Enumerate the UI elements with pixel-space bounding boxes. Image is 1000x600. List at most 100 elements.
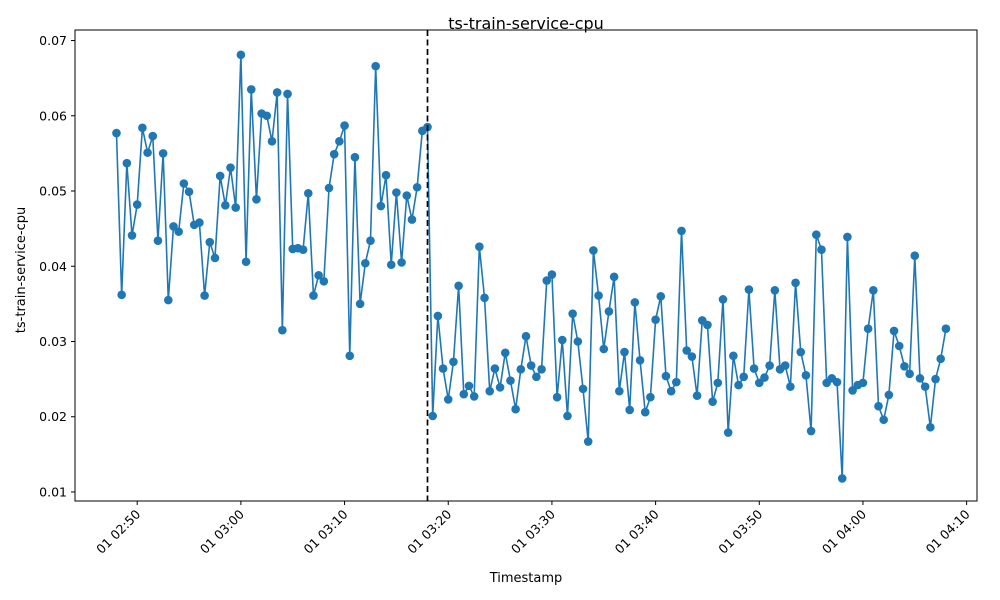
data-point: [128, 231, 137, 240]
data-point: [299, 245, 308, 254]
data-point: [594, 291, 603, 300]
data-point: [631, 298, 640, 307]
data-point: [138, 124, 147, 133]
data-point: [843, 233, 852, 242]
data-point: [532, 373, 541, 382]
data-point: [392, 188, 401, 197]
data-point: [620, 348, 629, 357]
data-point: [402, 191, 411, 200]
data-point: [123, 159, 132, 168]
data-point: [765, 361, 774, 370]
data-point: [283, 90, 292, 99]
x-tick-label: 01 03:00: [197, 506, 247, 556]
data-point: [651, 315, 660, 324]
axes: 0.01 0.02 0.03 0.04 0.05 0.06 0.07 01 02:50 01 0…: [39, 30, 977, 557]
data-point: [802, 371, 811, 380]
data-point: [879, 415, 888, 424]
data-point: [335, 137, 344, 146]
data-point: [610, 272, 619, 281]
data-point: [449, 358, 458, 367]
x-tick-label: 01 03:20: [404, 506, 454, 556]
data-point: [719, 295, 728, 304]
data-point: [916, 374, 925, 383]
data-point: [382, 171, 391, 180]
data-point: [833, 378, 842, 387]
data-point: [786, 382, 795, 391]
data-point: [781, 361, 790, 370]
data-point: [408, 215, 417, 224]
data-point: [656, 292, 665, 301]
data-point: [874, 402, 883, 411]
data-point: [734, 381, 743, 390]
data-point: [226, 163, 235, 172]
data-point: [506, 376, 515, 385]
data-point: [501, 348, 510, 357]
x-tick-label: 01 03:30: [508, 506, 558, 556]
data-point: [646, 393, 655, 402]
data-point: [351, 153, 360, 162]
data-point: [475, 242, 484, 251]
data-point: [470, 392, 479, 401]
y-tick-label: 0.03: [39, 334, 67, 349]
data-point: [931, 375, 940, 384]
data-point: [672, 378, 681, 387]
data-point: [273, 88, 282, 97]
data-point: [216, 172, 225, 181]
data-point: [926, 423, 935, 432]
x-tick-label: 01 03:40: [612, 506, 662, 556]
data-point: [247, 85, 256, 94]
data-point: [491, 364, 500, 373]
data-point: [771, 286, 780, 295]
data-point: [807, 427, 816, 436]
data-point: [579, 385, 588, 394]
data-point: [454, 282, 463, 291]
data-point: [921, 382, 930, 391]
y-axis-label: ts-train-service-cpu: [14, 207, 29, 333]
data-point: [485, 387, 494, 396]
data-point: [174, 227, 183, 236]
y-tick-label: 0.01: [39, 484, 67, 499]
data-point: [537, 365, 546, 374]
data-point: [817, 245, 826, 254]
data-point: [548, 270, 557, 279]
data-point: [599, 345, 608, 354]
y-tick-label: 0.07: [39, 33, 67, 48]
data-point: [791, 279, 800, 288]
data-point: [387, 260, 396, 269]
data-point: [910, 251, 919, 260]
data-point: [159, 149, 168, 158]
data-point: [568, 309, 577, 318]
data-point: [325, 184, 334, 193]
data-point: [371, 62, 380, 71]
data-point: [330, 150, 339, 159]
data-point: [200, 291, 209, 300]
data-point: [195, 218, 204, 227]
data-point: [584, 437, 593, 446]
data-point: [688, 352, 697, 361]
x-tick-label: 01 04:10: [923, 506, 973, 556]
data-point: [636, 356, 645, 365]
data-point: [428, 412, 437, 421]
data-point: [905, 370, 914, 379]
data-point: [185, 187, 194, 196]
data-point: [211, 254, 220, 263]
data-point: [252, 195, 261, 204]
data-point: [677, 227, 686, 236]
data-point: [890, 327, 899, 336]
data-point: [511, 405, 520, 414]
data-point: [517, 365, 526, 374]
data-point: [745, 285, 754, 294]
data-point: [563, 412, 572, 421]
data-point: [345, 351, 354, 360]
y-tick-label: 0.04: [39, 259, 67, 274]
data-point: [231, 203, 240, 212]
data-point: [729, 351, 738, 360]
data-point: [377, 202, 386, 211]
data-point: [574, 337, 583, 346]
data-point: [263, 111, 272, 120]
y-tick-label: 0.05: [39, 184, 67, 199]
data-point: [112, 129, 121, 138]
y-tick-label: 0.02: [39, 409, 67, 424]
data-point: [553, 393, 562, 402]
data-point: [237, 51, 246, 60]
